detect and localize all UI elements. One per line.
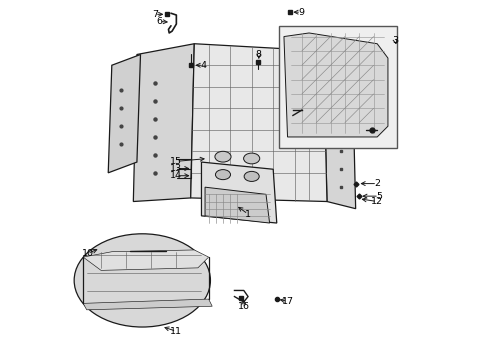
Text: 17: 17 bbox=[281, 297, 293, 306]
Text: 5: 5 bbox=[375, 192, 381, 201]
Text: 7: 7 bbox=[152, 10, 158, 19]
Polygon shape bbox=[83, 250, 208, 270]
Ellipse shape bbox=[244, 171, 259, 181]
Ellipse shape bbox=[243, 153, 259, 164]
Polygon shape bbox=[204, 187, 269, 223]
Text: 4: 4 bbox=[200, 61, 206, 70]
Text: 9: 9 bbox=[298, 8, 304, 17]
Polygon shape bbox=[190, 44, 326, 202]
Text: 1: 1 bbox=[244, 210, 250, 219]
Polygon shape bbox=[201, 162, 276, 223]
Polygon shape bbox=[323, 51, 355, 209]
Bar bbox=[278, 26, 396, 148]
Ellipse shape bbox=[215, 170, 230, 180]
Text: 10: 10 bbox=[81, 249, 93, 258]
Polygon shape bbox=[284, 33, 387, 137]
Text: 14: 14 bbox=[170, 171, 182, 180]
Text: 11: 11 bbox=[170, 327, 182, 336]
Text: 15: 15 bbox=[170, 157, 182, 166]
Polygon shape bbox=[108, 54, 140, 173]
Text: 12: 12 bbox=[370, 197, 383, 206]
Ellipse shape bbox=[214, 151, 230, 162]
Text: 13: 13 bbox=[170, 164, 182, 173]
Text: 8: 8 bbox=[255, 50, 261, 59]
Ellipse shape bbox=[74, 234, 210, 327]
Text: 3: 3 bbox=[391, 36, 397, 45]
Polygon shape bbox=[133, 44, 194, 202]
Polygon shape bbox=[83, 299, 212, 310]
Text: 16: 16 bbox=[237, 302, 249, 311]
Text: 6: 6 bbox=[156, 17, 162, 26]
Text: 2: 2 bbox=[373, 179, 379, 188]
